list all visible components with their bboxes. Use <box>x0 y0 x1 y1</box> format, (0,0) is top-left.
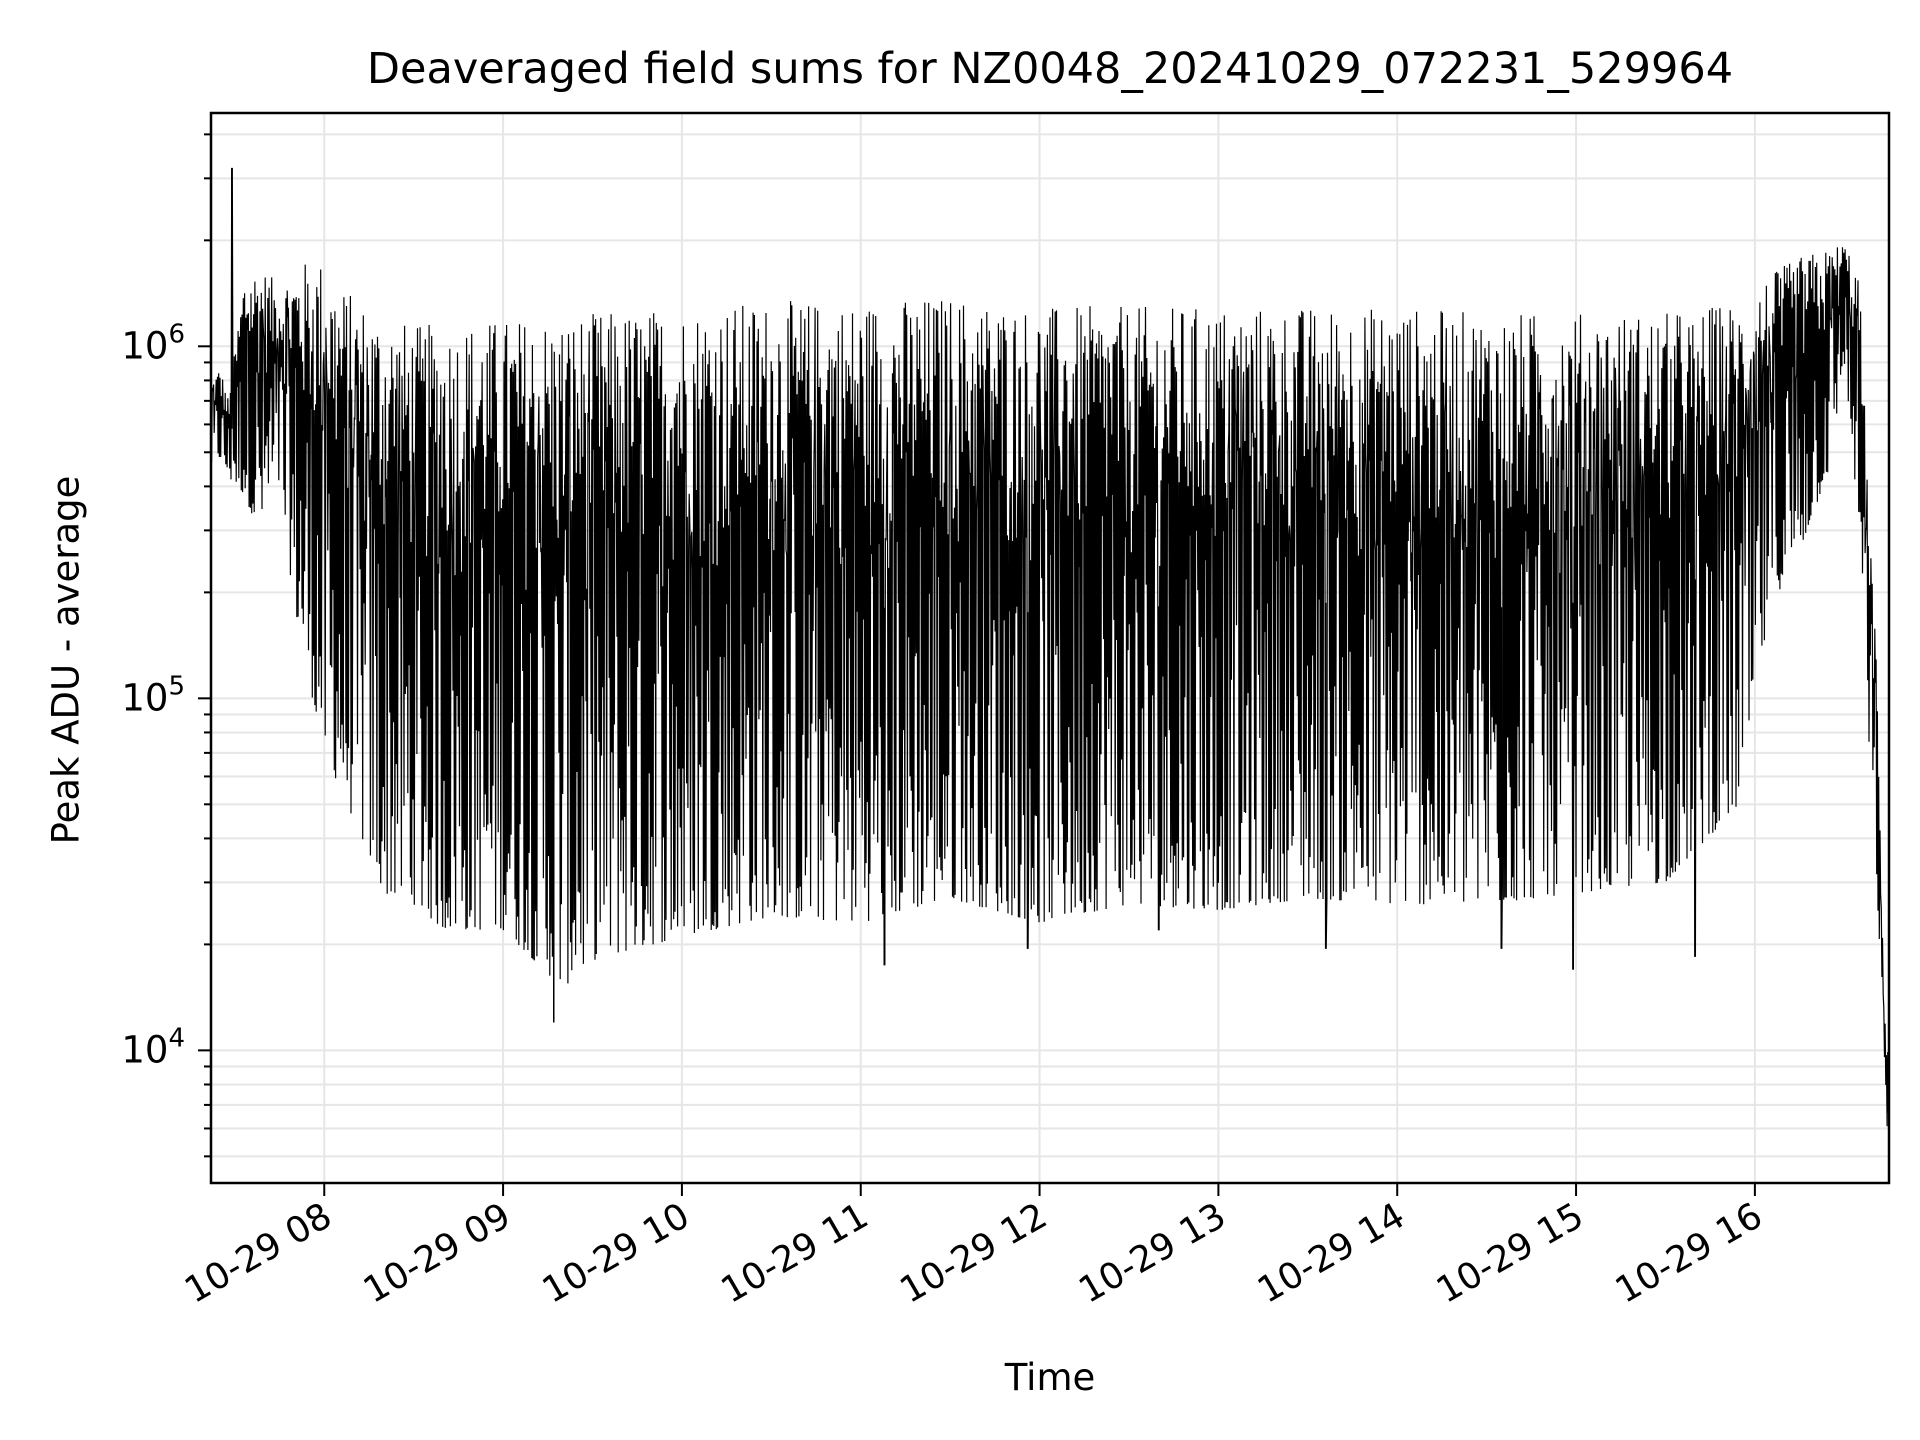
x-tick-label: 10-29 11 <box>715 1195 876 1311</box>
y-tick-label-exponent: 5 <box>168 671 185 701</box>
y-tick-label: 104 <box>121 1023 185 1071</box>
x-axis-label: Time <box>1004 1356 1096 1399</box>
y-tick-label-base: 10 <box>121 676 168 719</box>
plot-frame <box>209 111 1891 1185</box>
chart-title: Deaveraged field sums for NZ0048_2024102… <box>366 44 1734 94</box>
x-tick-label: 10-29 13 <box>1072 1195 1233 1311</box>
y-tick-label: 105 <box>121 671 185 719</box>
y-tick-label: 106 <box>121 319 185 367</box>
x-tick-label: 10-29 10 <box>536 1195 697 1311</box>
y-axis-label: Peak ADU - average <box>44 475 88 845</box>
y-tick-label-base: 10 <box>121 324 168 367</box>
x-tick-label: 10-29 12 <box>893 1195 1054 1311</box>
series-line <box>210 167 1890 1127</box>
data-series-layer <box>210 167 1890 1127</box>
x-tick-label: 10-29 14 <box>1251 1195 1412 1311</box>
x-tick-label: 10-29 09 <box>357 1195 518 1311</box>
y-tick-label-exponent: 6 <box>168 319 185 349</box>
x-tick-label: 10-29 15 <box>1430 1195 1591 1311</box>
y-tick-label-base: 10 <box>121 1028 168 1071</box>
x-tick-label: 10-29 08 <box>178 1195 339 1311</box>
y-tick-label-exponent: 4 <box>168 1023 185 1053</box>
x-tick-label: 10-29 16 <box>1609 1195 1770 1311</box>
tick-marks <box>198 133 1756 1196</box>
